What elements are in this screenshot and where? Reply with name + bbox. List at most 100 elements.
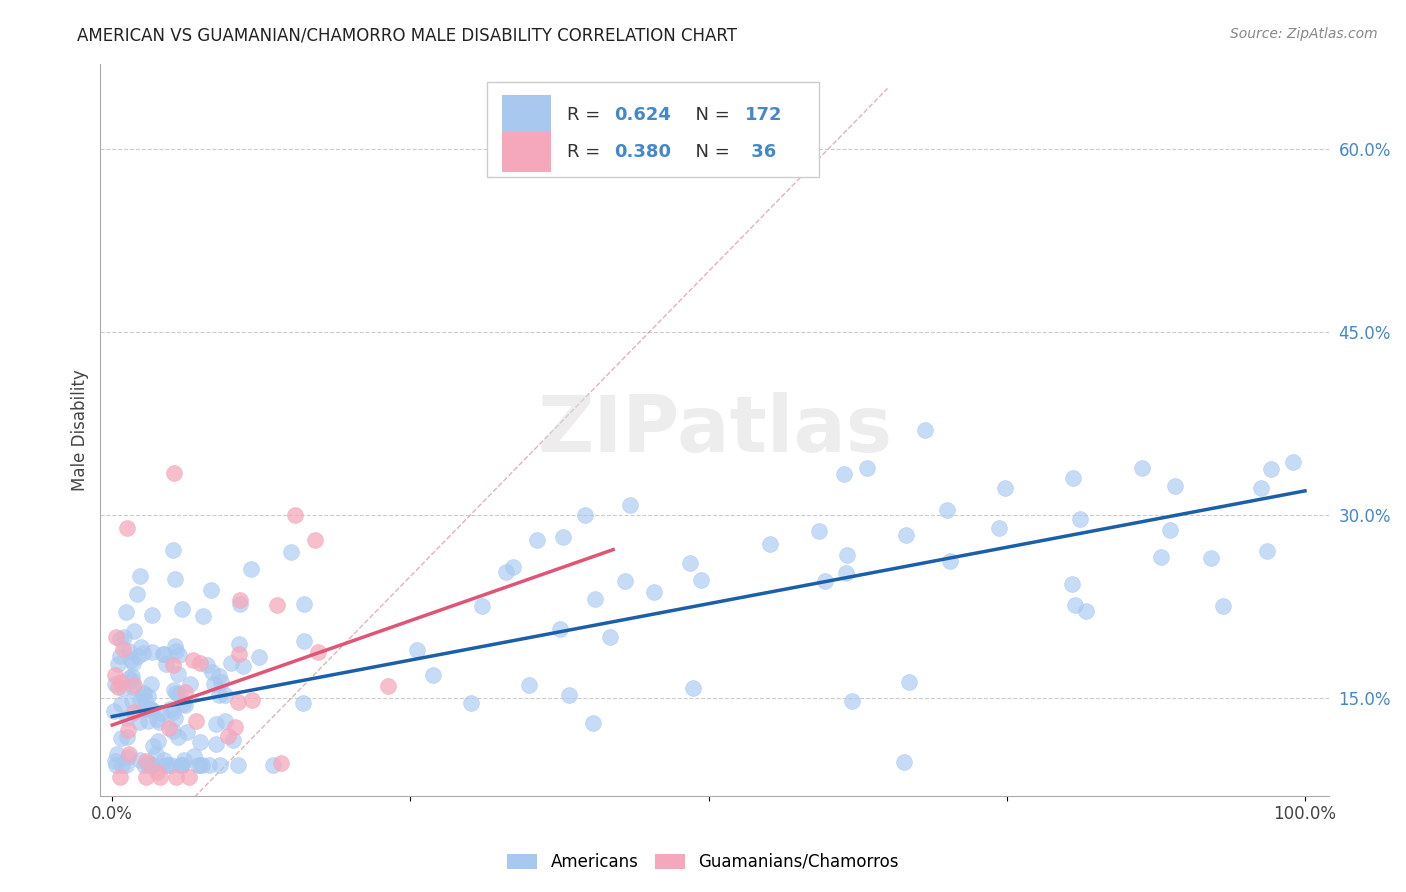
Text: 0.624: 0.624 xyxy=(614,106,671,124)
Point xyxy=(526,533,548,547)
Point xyxy=(122,705,145,719)
Point xyxy=(163,711,186,725)
Point xyxy=(224,720,246,734)
Point xyxy=(613,574,636,588)
Point xyxy=(232,659,254,673)
Point xyxy=(108,771,131,785)
Point xyxy=(1062,471,1084,485)
Point xyxy=(141,758,163,772)
Point xyxy=(690,574,713,588)
Point xyxy=(157,722,180,736)
Point xyxy=(209,758,232,772)
Point xyxy=(214,688,236,702)
Point xyxy=(679,556,702,570)
Point xyxy=(517,678,540,692)
Point xyxy=(1281,455,1303,469)
Point xyxy=(165,771,187,785)
Point xyxy=(163,639,186,653)
Point xyxy=(111,758,134,772)
Point xyxy=(179,771,201,785)
Point xyxy=(107,681,129,695)
Text: R =: R = xyxy=(567,143,606,161)
Point xyxy=(228,598,250,612)
Point xyxy=(132,646,155,660)
Point xyxy=(377,679,399,693)
Point xyxy=(117,723,139,737)
Point xyxy=(841,694,863,708)
Point xyxy=(142,739,165,754)
Point xyxy=(141,607,163,622)
Point xyxy=(166,730,188,744)
Point xyxy=(103,704,125,718)
Point xyxy=(167,666,190,681)
Point xyxy=(162,658,184,673)
Point xyxy=(247,650,270,665)
Point xyxy=(834,467,856,482)
Point xyxy=(104,668,127,682)
Text: N =: N = xyxy=(683,143,735,161)
Point xyxy=(422,668,444,682)
Point xyxy=(141,703,163,717)
Point xyxy=(229,593,252,607)
Point xyxy=(195,657,218,672)
Point xyxy=(307,645,329,659)
Point xyxy=(939,554,962,568)
Point xyxy=(894,528,917,542)
Point xyxy=(240,693,263,707)
Point xyxy=(204,737,226,751)
Point xyxy=(165,644,187,658)
Point xyxy=(837,548,859,562)
Point xyxy=(1164,478,1187,492)
Point xyxy=(221,732,243,747)
Point xyxy=(228,647,250,661)
Point xyxy=(110,675,132,690)
Point xyxy=(936,503,959,517)
Point xyxy=(219,656,242,670)
Point xyxy=(110,697,132,711)
Point xyxy=(120,653,142,667)
Point xyxy=(110,632,132,646)
Point xyxy=(898,675,921,690)
Point xyxy=(118,644,141,658)
Point xyxy=(136,758,159,772)
Point xyxy=(104,631,127,645)
Point xyxy=(209,675,232,690)
Point xyxy=(682,681,704,695)
Point xyxy=(183,748,205,763)
Point xyxy=(129,640,152,655)
Point xyxy=(835,566,858,580)
Point xyxy=(127,648,149,663)
Point xyxy=(994,482,1017,496)
Point xyxy=(153,648,176,662)
Point xyxy=(643,585,665,599)
Point xyxy=(121,669,143,683)
Point xyxy=(1199,551,1222,566)
Text: 172: 172 xyxy=(745,106,783,124)
Point xyxy=(1130,460,1153,475)
Point xyxy=(292,634,315,648)
Point xyxy=(208,669,231,683)
Point xyxy=(139,677,162,691)
Point xyxy=(176,725,198,739)
Point xyxy=(914,423,936,437)
Point xyxy=(110,649,132,664)
Point xyxy=(188,735,211,749)
Point xyxy=(405,643,427,657)
Point xyxy=(284,508,307,523)
Point xyxy=(162,542,184,557)
Point xyxy=(165,685,187,699)
Point xyxy=(129,693,152,707)
Point xyxy=(129,569,152,583)
Point xyxy=(136,714,159,728)
Point xyxy=(226,758,249,772)
Point xyxy=(146,712,169,726)
Point xyxy=(270,756,292,770)
Point xyxy=(134,686,156,700)
Bar xyxy=(502,95,551,136)
Point xyxy=(117,750,139,764)
Point xyxy=(125,587,148,601)
Point xyxy=(162,706,184,720)
FancyBboxPatch shape xyxy=(488,82,818,178)
Text: 0.380: 0.380 xyxy=(614,143,671,161)
Point xyxy=(149,771,172,785)
